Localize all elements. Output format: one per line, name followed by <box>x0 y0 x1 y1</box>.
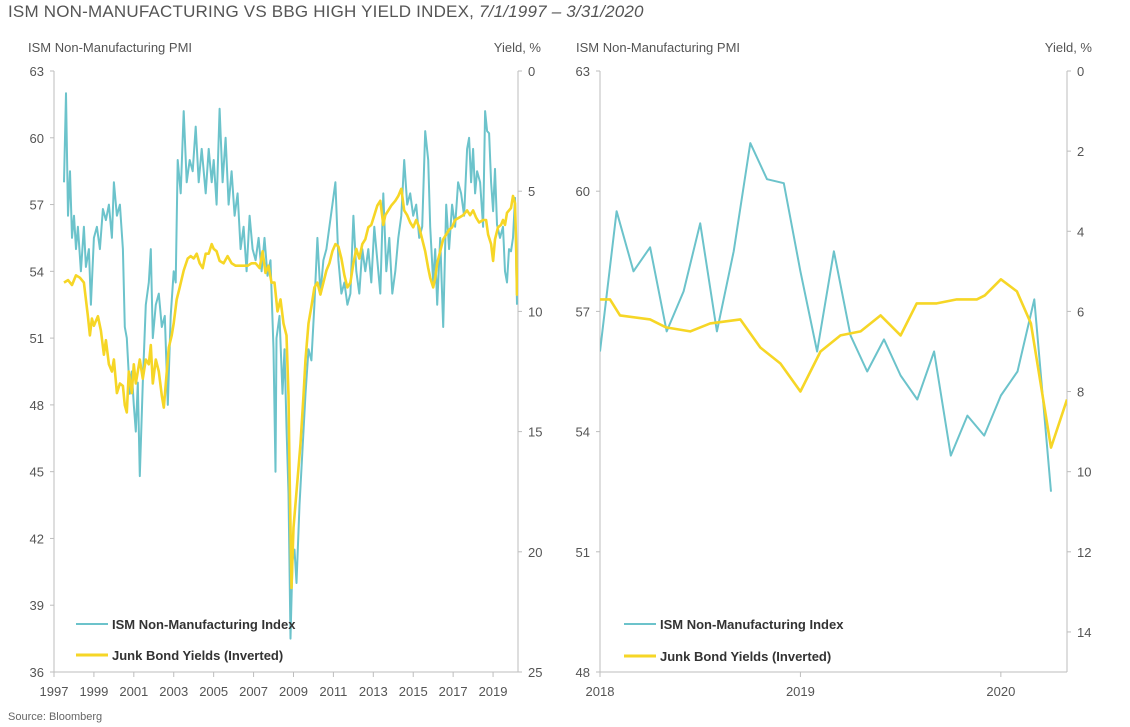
y-tick-label-left: 60 <box>576 184 590 199</box>
legend-label-junk: Junk Bond Yields (Inverted) <box>112 648 283 663</box>
y-tick-label-right: 0 <box>528 64 535 79</box>
y-tick-label-left: 54 <box>576 425 590 440</box>
x-tick-label: 2001 <box>119 684 148 699</box>
y-tick-label-right: 10 <box>528 304 542 319</box>
y-tick-label-left: 54 <box>30 264 44 279</box>
x-tick-label: 2020 <box>986 684 1015 699</box>
y-axis-label-right: Yield, % <box>494 40 542 55</box>
x-tick-label: 2018 <box>586 684 615 699</box>
y-axis-label-right: Yield, % <box>1045 40 1093 55</box>
y-tick-label-left: 39 <box>30 598 44 613</box>
y-tick-label-left: 63 <box>30 64 44 79</box>
y-tick-label-left: 60 <box>30 131 44 146</box>
x-tick-label: 1997 <box>40 684 69 699</box>
y-tick-label-left: 57 <box>30 198 44 213</box>
y-tick-label-left: 48 <box>576 665 590 680</box>
title-main: ISM NON-MANUFACTURING VS BBG HIGH YIELD … <box>8 2 475 21</box>
legend-label-junk: Junk Bond Yields (Inverted) <box>660 649 831 664</box>
y-tick-label-left: 36 <box>30 665 44 680</box>
y-tick-label-left: 51 <box>576 545 590 560</box>
x-tick-label: 2013 <box>359 684 388 699</box>
y-tick-label-left: 57 <box>576 304 590 319</box>
y-tick-label-right: 20 <box>528 545 542 560</box>
legend-label-ism: ISM Non-Manufacturing Index <box>660 617 844 632</box>
junk-bond-yield-line <box>63 187 518 590</box>
y-tick-label-right: 10 <box>1077 465 1091 480</box>
legend-label-ism: ISM Non-Manufacturing Index <box>112 617 296 632</box>
y-tick-label-right: 12 <box>1077 545 1091 560</box>
y-tick-label-right: 0 <box>1077 64 1084 79</box>
title-dates: 7/1/1997 – 3/31/2020 <box>479 2 644 21</box>
x-tick-label: 2009 <box>279 684 308 699</box>
y-tick-label-left: 51 <box>30 331 44 346</box>
x-tick-label: 2005 <box>199 684 228 699</box>
y-tick-label-right: 2 <box>1077 144 1084 159</box>
ism-index-line <box>600 142 1052 492</box>
y-tick-label-left: 63 <box>576 64 590 79</box>
y-tick-label-right: 15 <box>528 425 542 440</box>
x-tick-label: 2019 <box>786 684 815 699</box>
x-tick-label: 2011 <box>319 684 347 699</box>
y-tick-label-right: 4 <box>1077 224 1084 239</box>
x-tick-label: 2007 <box>239 684 268 699</box>
x-tick-label: 1999 <box>79 684 108 699</box>
x-tick-label: 2015 <box>399 684 428 699</box>
x-tick-label: 2003 <box>159 684 188 699</box>
y-axis-label-left: ISM Non-Manufacturing PMI <box>576 40 740 55</box>
y-tick-label-left: 48 <box>30 398 44 413</box>
source-note: Source: Bloomberg <box>8 711 103 723</box>
y-tick-label-right: 14 <box>1077 625 1091 640</box>
junk-bond-yield-line <box>600 278 1067 449</box>
y-tick-label-right: 5 <box>528 184 535 199</box>
y-tick-label-left: 45 <box>30 465 44 480</box>
x-tick-label: 2017 <box>439 684 468 699</box>
chart-title: ISM NON-MANUFACTURING VS BBG HIGH YIELD … <box>8 2 644 22</box>
y-tick-label-right: 8 <box>1077 385 1084 400</box>
y-tick-label-right: 25 <box>528 665 542 680</box>
y-tick-label-left: 42 <box>30 531 44 546</box>
x-tick-label: 2019 <box>479 684 508 699</box>
ism-index-line <box>63 92 518 640</box>
y-tick-label-right: 6 <box>1077 304 1084 319</box>
y-axis-label-left: ISM Non-Manufacturing PMI <box>28 40 192 55</box>
